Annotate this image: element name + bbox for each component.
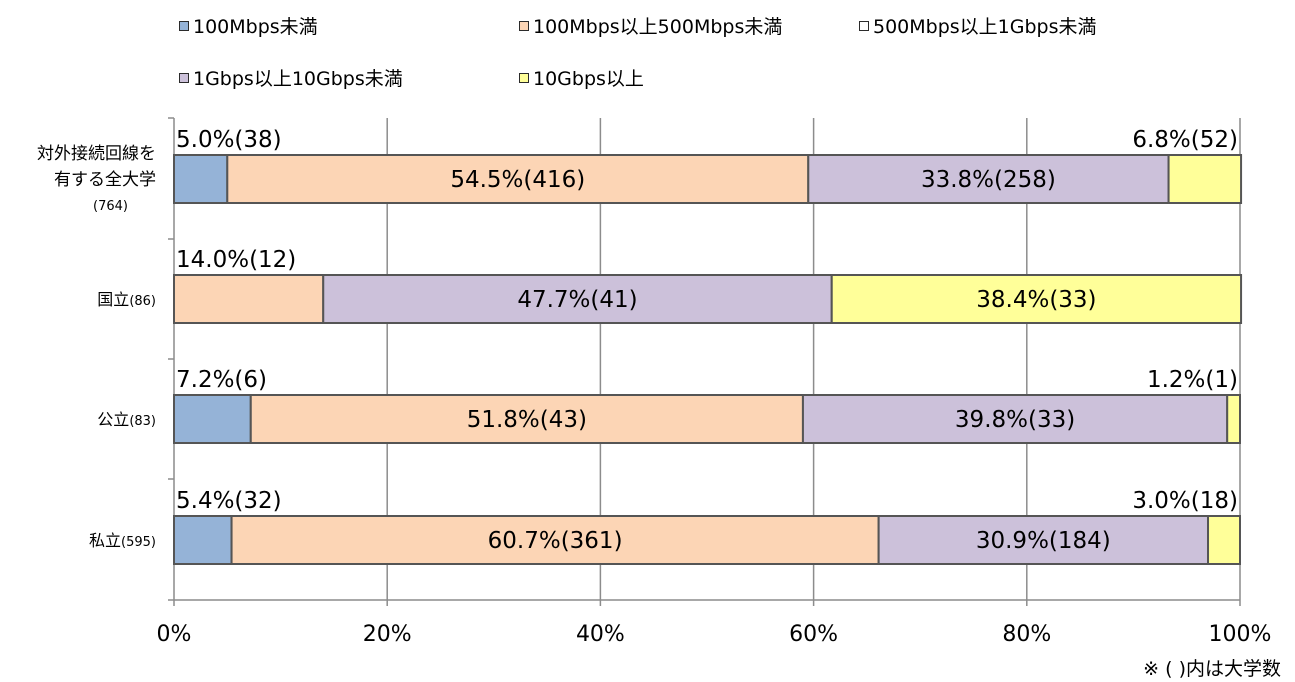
legend-label: 500Mbps以上1Gbps未満 (873, 16, 1097, 38)
data-label: 14.0%(12) (176, 247, 296, 273)
bar-segment (1226, 394, 1242, 444)
data-label: 6.8%(52) (1132, 127, 1238, 153)
data-label: 30.9%(184) (976, 528, 1111, 554)
legend-swatch (179, 72, 189, 83)
data-label: 7.2%(6) (176, 367, 267, 393)
x-tick-label: 0% (157, 622, 192, 647)
bar-segment (173, 154, 229, 204)
legend-swatch (859, 20, 869, 31)
data-label: 51.8%(43) (467, 407, 587, 433)
legend-item: 500Mbps以上1Gbps未満 (859, 12, 1097, 39)
legend-item: 10Gbps以上 (519, 64, 644, 91)
category-label: 対外接続回線を有する全大学(764) (37, 144, 156, 214)
footnote: ※ ( )内は大学数 (1143, 658, 1281, 680)
bar-segment (877, 515, 1210, 565)
legend-swatch (519, 72, 529, 83)
bar-segment (1167, 154, 1243, 204)
legend-item: 1Gbps以上10Gbps未満 (179, 64, 403, 91)
data-label: 39.8%(33) (955, 407, 1075, 433)
bar-segment (830, 274, 1243, 324)
category-label: 国立(86) (97, 290, 156, 309)
bar-segment (226, 154, 810, 204)
bar-segment (173, 274, 325, 324)
legend-swatch (519, 20, 529, 31)
bar-segment (173, 515, 233, 565)
data-label: 54.5%(416) (450, 167, 585, 193)
data-label: 5.0%(38) (176, 127, 282, 153)
x-tick-label: 80% (1002, 622, 1051, 647)
legend-label: 10Gbps以上 (533, 68, 644, 90)
legend-item: 100Mbps以上500Mbps未満 (519, 12, 782, 39)
bar-segment (807, 154, 1170, 204)
x-tick-label: 40% (576, 622, 625, 647)
data-label: 1.2%(1) (1147, 367, 1238, 393)
data-label: 33.8%(258) (921, 167, 1056, 193)
data-label: 60.7%(361) (488, 528, 623, 554)
bar-segment (801, 394, 1229, 444)
legend-label: 100Mbps未満 (193, 16, 318, 38)
data-label: 5.4%(32) (176, 488, 282, 514)
category-label: 公立(83) (97, 410, 156, 429)
legend-label: 1Gbps以上10Gbps未満 (193, 68, 403, 90)
category-label: 私立(595) (89, 531, 156, 550)
data-label: 38.4%(33) (976, 287, 1096, 313)
x-tick-label: 100% (1209, 622, 1272, 647)
legend-item: 100Mbps未満 (179, 12, 318, 39)
x-tick-label: 60% (789, 622, 838, 647)
legend-label: 100Mbps以上500Mbps未満 (533, 16, 783, 38)
data-label: 3.0%(18) (1132, 488, 1238, 514)
x-tick-label: 20% (363, 622, 412, 647)
bar-segment (1207, 515, 1242, 565)
bar-segment (249, 394, 804, 444)
legend-swatch (179, 20, 189, 31)
bar-segment (173, 394, 252, 444)
data-label: 47.7%(41) (517, 287, 637, 313)
